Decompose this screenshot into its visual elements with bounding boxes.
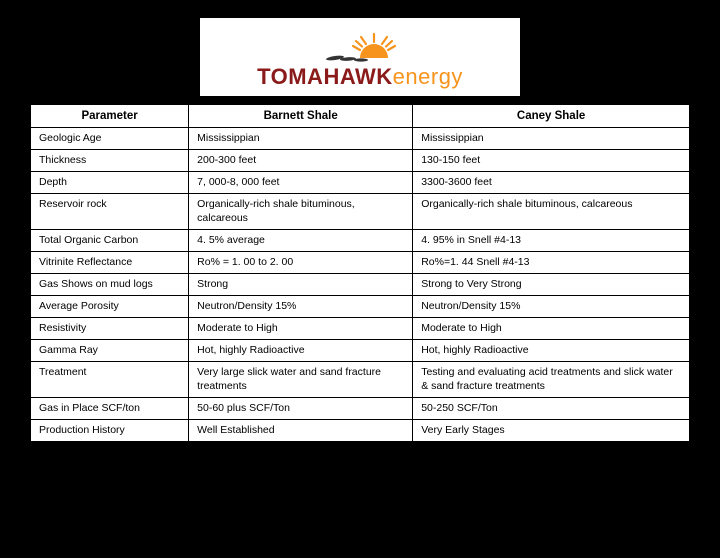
cell-barnett: Organically-rich shale bituminous, calca… (189, 194, 413, 229)
cell-param: Gas in Place SCF/ton (31, 397, 189, 419)
table-row: Depth7, 000-8, 000 feet3300-3600 feet (31, 172, 690, 194)
cell-param: Total Organic Carbon (31, 229, 189, 251)
cell-barnett: Strong (189, 273, 413, 295)
table-row: ResistivityModerate to HighModerate to H… (31, 318, 690, 340)
logo-text: TOMAHAWKenergy (257, 64, 463, 90)
cell-param: Average Porosity (31, 296, 189, 318)
cell-param: Gamma Ray (31, 340, 189, 362)
cell-caney: Strong to Very Strong (413, 273, 690, 295)
table-row: Average PorosityNeutron/Density 15%Neutr… (31, 296, 690, 318)
table-body: Geologic AgeMississippianMississippian T… (31, 128, 690, 442)
cell-param: Resistivity (31, 318, 189, 340)
cell-param: Geologic Age (31, 128, 189, 150)
col-header-caney: Caney Shale (413, 105, 690, 128)
cell-param: Gas Shows on mud logs (31, 273, 189, 295)
cell-caney: 4. 95% in Snell #4-13 (413, 229, 690, 251)
cell-barnett: Moderate to High (189, 318, 413, 340)
table-row: TreatmentVery large slick water and sand… (31, 362, 690, 397)
table-row: Production HistoryWell EstablishedVery E… (31, 419, 690, 441)
cell-barnett: Mississippian (189, 128, 413, 150)
table-header-row: Parameter Barnett Shale Caney Shale (31, 105, 690, 128)
logo-energy: energy (393, 64, 463, 89)
cell-barnett: 200-300 feet (189, 150, 413, 172)
cell-barnett: Ro% = 1. 00 to 2. 00 (189, 251, 413, 273)
table-row: Gamma RayHot, highly RadioactiveHot, hig… (31, 340, 690, 362)
cell-param: Reservoir rock (31, 194, 189, 229)
col-header-parameter: Parameter (31, 105, 189, 128)
cell-caney: 130-150 feet (413, 150, 690, 172)
cell-barnett: Hot, highly Radioactive (189, 340, 413, 362)
cell-param: Treatment (31, 362, 189, 397)
table-row: Gas in Place SCF/ton50-60 plus SCF/Ton50… (31, 397, 690, 419)
cell-param: Production History (31, 419, 189, 441)
cell-caney: Testing and evaluating acid treatments a… (413, 362, 690, 397)
cell-caney: Moderate to High (413, 318, 690, 340)
logo-sun-icon (200, 30, 520, 64)
cell-caney: 3300-3600 feet (413, 172, 690, 194)
table-row: Reservoir rockOrganically-rich shale bit… (31, 194, 690, 229)
cell-caney: Hot, highly Radioactive (413, 340, 690, 362)
cell-caney: Very Early Stages (413, 419, 690, 441)
table-row: Thickness200-300 feet130-150 feet (31, 150, 690, 172)
cell-barnett: Very large slick water and sand fracture… (189, 362, 413, 397)
cell-barnett: 4. 5% average (189, 229, 413, 251)
cell-caney: Neutron/Density 15% (413, 296, 690, 318)
cell-param: Vitrinite Reflectance (31, 251, 189, 273)
cell-caney: Organically-rich shale bituminous, calca… (413, 194, 690, 229)
table-row: Vitrinite ReflectanceRo% = 1. 00 to 2. 0… (31, 251, 690, 273)
table-row: Total Organic Carbon4. 5% average4. 95% … (31, 229, 690, 251)
cell-barnett: Neutron/Density 15% (189, 296, 413, 318)
cell-barnett: 7, 000-8, 000 feet (189, 172, 413, 194)
cell-caney: Mississippian (413, 128, 690, 150)
cell-param: Depth (31, 172, 189, 194)
cell-caney: 50-250 SCF/Ton (413, 397, 690, 419)
cell-caney: Ro%=1. 44 Snell #4-13 (413, 251, 690, 273)
logo-panel: TOMAHAWKenergy (200, 18, 520, 96)
comparison-table-container: Parameter Barnett Shale Caney Shale Geol… (30, 104, 690, 442)
comparison-table: Parameter Barnett Shale Caney Shale Geol… (30, 104, 690, 442)
table-row: Geologic AgeMississippianMississippian (31, 128, 690, 150)
cell-barnett: 50-60 plus SCF/Ton (189, 397, 413, 419)
cell-param: Thickness (31, 150, 189, 172)
logo-toma: TOMA (257, 64, 323, 89)
cell-barnett: Well Established (189, 419, 413, 441)
logo-hawk: HAWK (323, 64, 392, 89)
table-row: Gas Shows on mud logsStrongStrong to Ver… (31, 273, 690, 295)
col-header-barnett: Barnett Shale (189, 105, 413, 128)
